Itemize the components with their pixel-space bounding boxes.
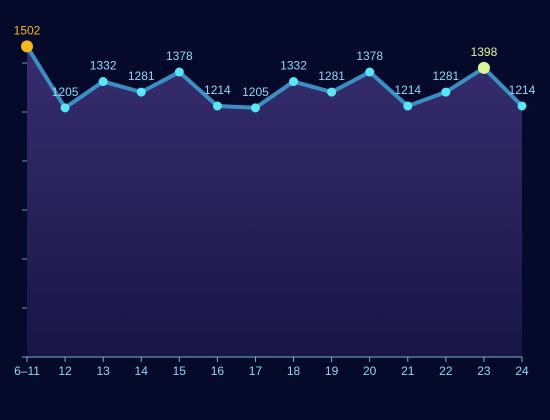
- data-point: [174, 67, 184, 77]
- x-tick-label: 18: [287, 364, 301, 378]
- data-label: 1332: [280, 59, 307, 73]
- line-layer: [25, 45, 524, 110]
- area-layer: [27, 46, 522, 357]
- data-point: [136, 87, 146, 97]
- data-label: 1378: [166, 49, 193, 63]
- points-layer: [21, 40, 527, 113]
- x-tick-label: 16: [211, 364, 225, 378]
- series-line: [25, 45, 524, 110]
- data-labels-layer: 1502 1205 1332 1281 1378 1214 1205 1332 1281 1378…: [14, 23, 536, 98]
- tick-labels-layer: 6–11 12 13 14 15 16 17 18 19 20 21 22 23 24: [14, 364, 529, 378]
- data-point: [517, 101, 527, 111]
- x-tick-label: 19: [325, 364, 339, 378]
- x-tick-label: 15: [173, 364, 187, 378]
- data-label: 1281: [432, 69, 459, 83]
- data-point: [250, 103, 260, 113]
- data-label: 1378: [356, 49, 383, 63]
- x-tick-label: 20: [363, 364, 377, 378]
- data-label: 1214: [204, 83, 231, 97]
- x-tick-label: 21: [401, 364, 415, 378]
- data-point: [21, 40, 33, 53]
- data-label: 1281: [318, 69, 345, 83]
- data-point: [60, 103, 70, 113]
- data-point: [289, 77, 299, 87]
- x-tick-label: 22: [439, 364, 453, 378]
- data-point: [403, 101, 413, 111]
- data-label: 1281: [128, 69, 155, 83]
- x-tick-label: 17: [249, 364, 263, 378]
- data-point: [477, 61, 490, 74]
- data-label: 1502: [14, 23, 41, 37]
- axis-layer: [22, 62, 523, 362]
- data-label: 1214: [394, 83, 421, 97]
- data-point: [212, 101, 222, 111]
- data-point: [98, 77, 108, 87]
- x-tick-label: 24: [515, 364, 529, 378]
- data-label: 1332: [90, 59, 117, 73]
- x-tick-label: 23: [477, 364, 491, 378]
- data-point: [327, 87, 337, 97]
- data-point: [441, 87, 451, 97]
- x-tick-label: 6–11: [14, 364, 40, 378]
- area-fill: [27, 46, 522, 357]
- x-tick-label: 13: [96, 364, 110, 378]
- data-label: 1398: [471, 45, 498, 59]
- data-label: 1205: [52, 85, 79, 99]
- data-label: 1214: [509, 83, 536, 97]
- data-label: 1205: [242, 85, 269, 99]
- x-tick-label: 14: [135, 364, 149, 378]
- x-tick-label: 12: [58, 364, 72, 378]
- data-point: [365, 67, 375, 77]
